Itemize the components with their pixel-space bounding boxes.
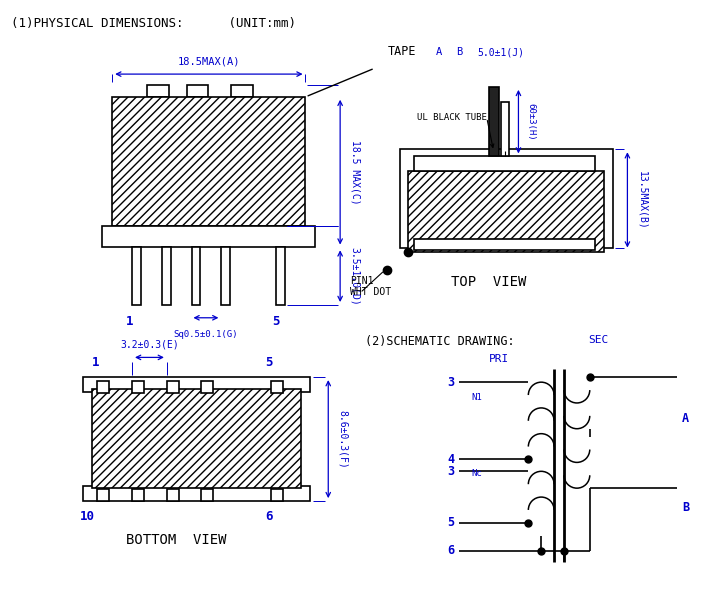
Text: 18.5 MAX(C): 18.5 MAX(C) [350, 140, 360, 204]
Text: 5: 5 [447, 517, 454, 530]
Text: PRI: PRI [488, 355, 509, 365]
Bar [92, 389, 300, 488]
Text: 6: 6 [447, 544, 454, 557]
Text: A: A [682, 412, 689, 425]
Bar [147, 85, 169, 97]
Bar [271, 381, 283, 393]
Bar [132, 247, 141, 305]
Text: 5: 5 [265, 356, 273, 369]
Text: 4: 4 [447, 453, 454, 466]
Bar [400, 150, 613, 249]
Bar [162, 247, 170, 305]
Bar [102, 226, 315, 247]
Bar [231, 85, 253, 97]
Text: B: B [682, 501, 689, 514]
Bar [271, 489, 283, 501]
Text: BOTTOM  VIEW: BOTTOM VIEW [126, 532, 227, 547]
Text: Nc: Nc [471, 469, 481, 478]
Bar [82, 486, 310, 501]
Bar [275, 247, 285, 305]
Text: (2)SCHEMATIC DRAWING:: (2)SCHEMATIC DRAWING: [365, 335, 515, 348]
Bar [97, 381, 109, 393]
Text: 60±3(H): 60±3(H) [526, 103, 535, 140]
Text: 5: 5 [272, 315, 280, 328]
Bar [501, 102, 508, 156]
Text: PIN1: PIN1 [350, 276, 373, 286]
Bar [132, 381, 144, 393]
Bar [488, 87, 498, 156]
Bar [167, 489, 179, 501]
Bar [82, 377, 310, 392]
Text: 8.6±0.3(F): 8.6±0.3(F) [338, 410, 348, 468]
Text: WHT DOT: WHT DOT [350, 287, 391, 297]
Text: 3: 3 [447, 376, 454, 389]
Bar [167, 381, 179, 393]
Bar [97, 489, 109, 501]
Bar [415, 156, 595, 171]
Bar [415, 239, 595, 250]
Text: N1: N1 [471, 392, 481, 402]
Text: 3: 3 [447, 465, 454, 478]
Text: SEC: SEC [588, 335, 608, 345]
Text: B: B [456, 47, 462, 57]
Bar [132, 489, 144, 501]
Text: UL BLACK TUBE: UL BLACK TUBE [417, 113, 487, 122]
Bar [202, 489, 213, 501]
Text: 10: 10 [80, 510, 95, 523]
Text: 3.2±0.3(E): 3.2±0.3(E) [120, 339, 179, 349]
Bar [202, 381, 213, 393]
Text: A: A [436, 47, 442, 57]
Text: 1: 1 [92, 356, 99, 369]
Bar [192, 247, 200, 305]
Bar [112, 97, 305, 226]
Text: Sq0.5±0.1(G): Sq0.5±0.1(G) [174, 330, 238, 339]
Text: (1)PHYSICAL DIMENSIONS:      (UNIT:mm): (1)PHYSICAL DIMENSIONS: (UNIT:mm) [11, 16, 296, 29]
Text: 5.0±1(J): 5.0±1(J) [477, 47, 524, 57]
Text: 6: 6 [265, 510, 273, 523]
Text: 1: 1 [126, 315, 133, 328]
Bar [187, 85, 209, 97]
Bar [408, 171, 604, 253]
Text: TOP  VIEW: TOP VIEW [451, 275, 526, 289]
Bar [222, 247, 230, 305]
Text: TAPE: TAPE [388, 45, 416, 58]
Text: 13.5MAX(B): 13.5MAX(B) [638, 171, 648, 229]
Text: 18.5MAX(A): 18.5MAX(A) [178, 56, 240, 66]
Text: 3.5±1.0(D): 3.5±1.0(D) [350, 247, 360, 306]
